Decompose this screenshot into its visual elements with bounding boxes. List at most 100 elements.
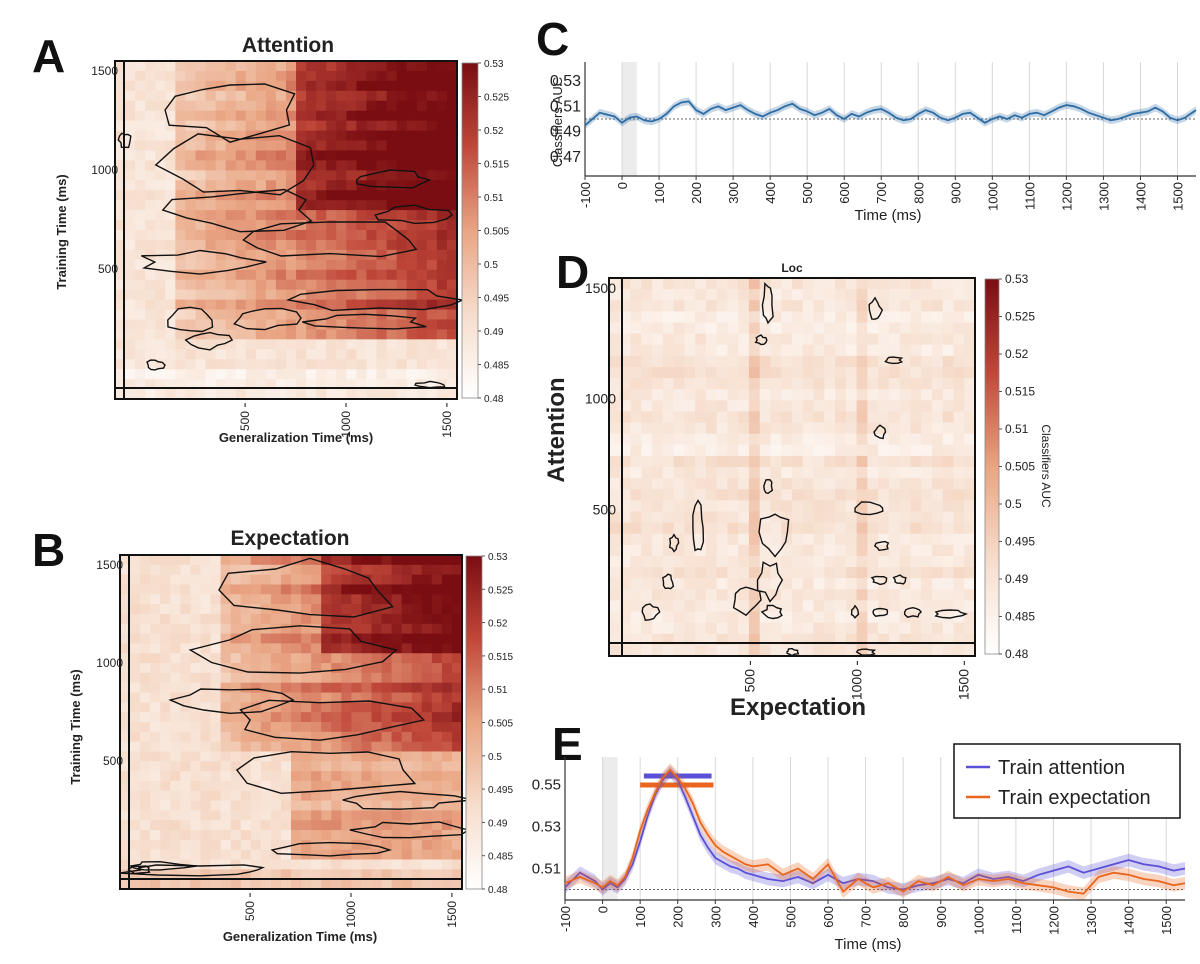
heatmap-cell bbox=[190, 800, 202, 812]
heatmap-cell bbox=[120, 839, 131, 851]
colorbar-tick-label: 0.515 bbox=[1005, 385, 1035, 399]
heatmap-cell bbox=[931, 578, 944, 590]
heatmap-cell bbox=[296, 339, 307, 350]
heatmap-cell bbox=[175, 170, 187, 181]
heatmap-cell bbox=[942, 633, 955, 646]
heatmap-cell bbox=[759, 467, 772, 479]
x-tick-label: 1400 bbox=[1122, 906, 1137, 935]
heatmap-cell bbox=[386, 200, 398, 211]
heatmap-cell bbox=[140, 604, 151, 615]
heatmap-cell bbox=[366, 120, 378, 132]
heatmap-cell bbox=[391, 623, 403, 635]
heatmap-cell bbox=[321, 555, 332, 566]
heatmap-cell bbox=[175, 80, 187, 92]
heatmap-cell bbox=[190, 623, 202, 635]
heatmap-cell bbox=[652, 400, 664, 413]
heatmap-cell bbox=[835, 589, 847, 602]
heatmap-cell bbox=[190, 761, 202, 772]
heatmap-cell bbox=[867, 478, 879, 490]
heatmap-cell bbox=[770, 644, 782, 657]
heatmap-cell bbox=[813, 622, 825, 635]
heatmap-cell bbox=[140, 555, 151, 566]
heatmap-cell bbox=[165, 220, 176, 231]
heatmap-cell bbox=[140, 613, 151, 625]
heatmap-cell bbox=[695, 378, 707, 390]
heatmap-cell bbox=[306, 269, 317, 281]
heatmap-cell bbox=[964, 389, 976, 401]
heatmap-cell bbox=[878, 311, 890, 324]
heatmap-cell bbox=[953, 400, 965, 413]
heatmap-cell bbox=[441, 820, 453, 831]
heatmap-cell bbox=[738, 411, 750, 424]
heatmap-cell bbox=[351, 879, 363, 890]
heatmap-cell bbox=[609, 555, 621, 568]
heatmap-cell bbox=[426, 61, 438, 72]
heatmap-cell bbox=[451, 771, 463, 782]
heatmap-cell bbox=[759, 289, 772, 301]
heatmap-cell bbox=[727, 289, 739, 301]
heatmap-cell bbox=[240, 555, 252, 566]
heatmap-cell bbox=[705, 411, 718, 424]
panel-d-significance-contours bbox=[641, 281, 969, 657]
significance-contour bbox=[218, 557, 394, 618]
heatmap-cell bbox=[115, 389, 126, 400]
heatmap-cell bbox=[759, 522, 772, 535]
heatmap-cell bbox=[145, 140, 156, 152]
heatmap-cell bbox=[921, 366, 933, 379]
heatmap-cell bbox=[200, 663, 212, 674]
heatmap-cell bbox=[436, 90, 448, 102]
heatmap-cell bbox=[964, 644, 976, 657]
heatmap-cell bbox=[921, 622, 933, 635]
x-tick-label: 1500 bbox=[445, 901, 459, 928]
heatmap-cell bbox=[770, 389, 782, 401]
heatmap-cell bbox=[175, 239, 187, 251]
heatmap-cell bbox=[175, 299, 187, 311]
heatmap-cell bbox=[835, 444, 847, 457]
heatmap-cell bbox=[125, 249, 136, 261]
heatmap-cell bbox=[792, 344, 804, 357]
heatmap-cell bbox=[351, 849, 363, 861]
heatmap-cell bbox=[286, 110, 297, 122]
heatmap-cell bbox=[225, 150, 237, 162]
heatmap-cell bbox=[781, 378, 793, 390]
heatmap-cell bbox=[265, 70, 277, 82]
heatmap-cell bbox=[346, 259, 358, 271]
heatmap-cell bbox=[878, 366, 890, 379]
heatmap-cell bbox=[673, 411, 685, 424]
heatmap-cell bbox=[270, 879, 282, 890]
heatmap-cell bbox=[406, 160, 418, 171]
heatmap-cell bbox=[770, 567, 782, 579]
heatmap-cell bbox=[311, 790, 322, 802]
heatmap-cell bbox=[684, 533, 696, 546]
heatmap-cell bbox=[964, 278, 976, 290]
heatmap-cell bbox=[125, 90, 136, 102]
heatmap-cell bbox=[802, 489, 815, 501]
heatmap-cell bbox=[145, 349, 156, 360]
panel-b-xlabel: Generalization Time (ms) bbox=[223, 929, 377, 944]
heatmap-cell bbox=[931, 378, 944, 390]
heatmap-cell bbox=[401, 800, 413, 812]
heatmap-cell bbox=[716, 289, 729, 301]
heatmap-cell bbox=[210, 761, 222, 772]
panel-c-ylabel: Classifiers AUC bbox=[550, 77, 565, 167]
heatmap-cell bbox=[964, 511, 976, 524]
heatmap-cell bbox=[291, 653, 302, 664]
heatmap-cell bbox=[336, 379, 347, 390]
heatmap-cell bbox=[899, 511, 912, 524]
heatmap-cell bbox=[451, 879, 463, 890]
heatmap-cell bbox=[748, 322, 761, 335]
heatmap-cell bbox=[824, 467, 836, 479]
heatmap-cell bbox=[321, 780, 332, 792]
heatmap-cell bbox=[361, 594, 373, 605]
heatmap-cell bbox=[426, 80, 438, 92]
heatmap-cell bbox=[376, 349, 388, 360]
heatmap-cell bbox=[888, 389, 901, 401]
heatmap-cell bbox=[316, 359, 327, 370]
heatmap-cell bbox=[748, 589, 761, 602]
heatmap-cell bbox=[145, 309, 156, 321]
heatmap-cell bbox=[396, 369, 408, 380]
heatmap-cell bbox=[175, 200, 187, 211]
heatmap-cell bbox=[140, 682, 151, 694]
heatmap-cell bbox=[609, 366, 621, 379]
heatmap-cell bbox=[240, 731, 252, 743]
